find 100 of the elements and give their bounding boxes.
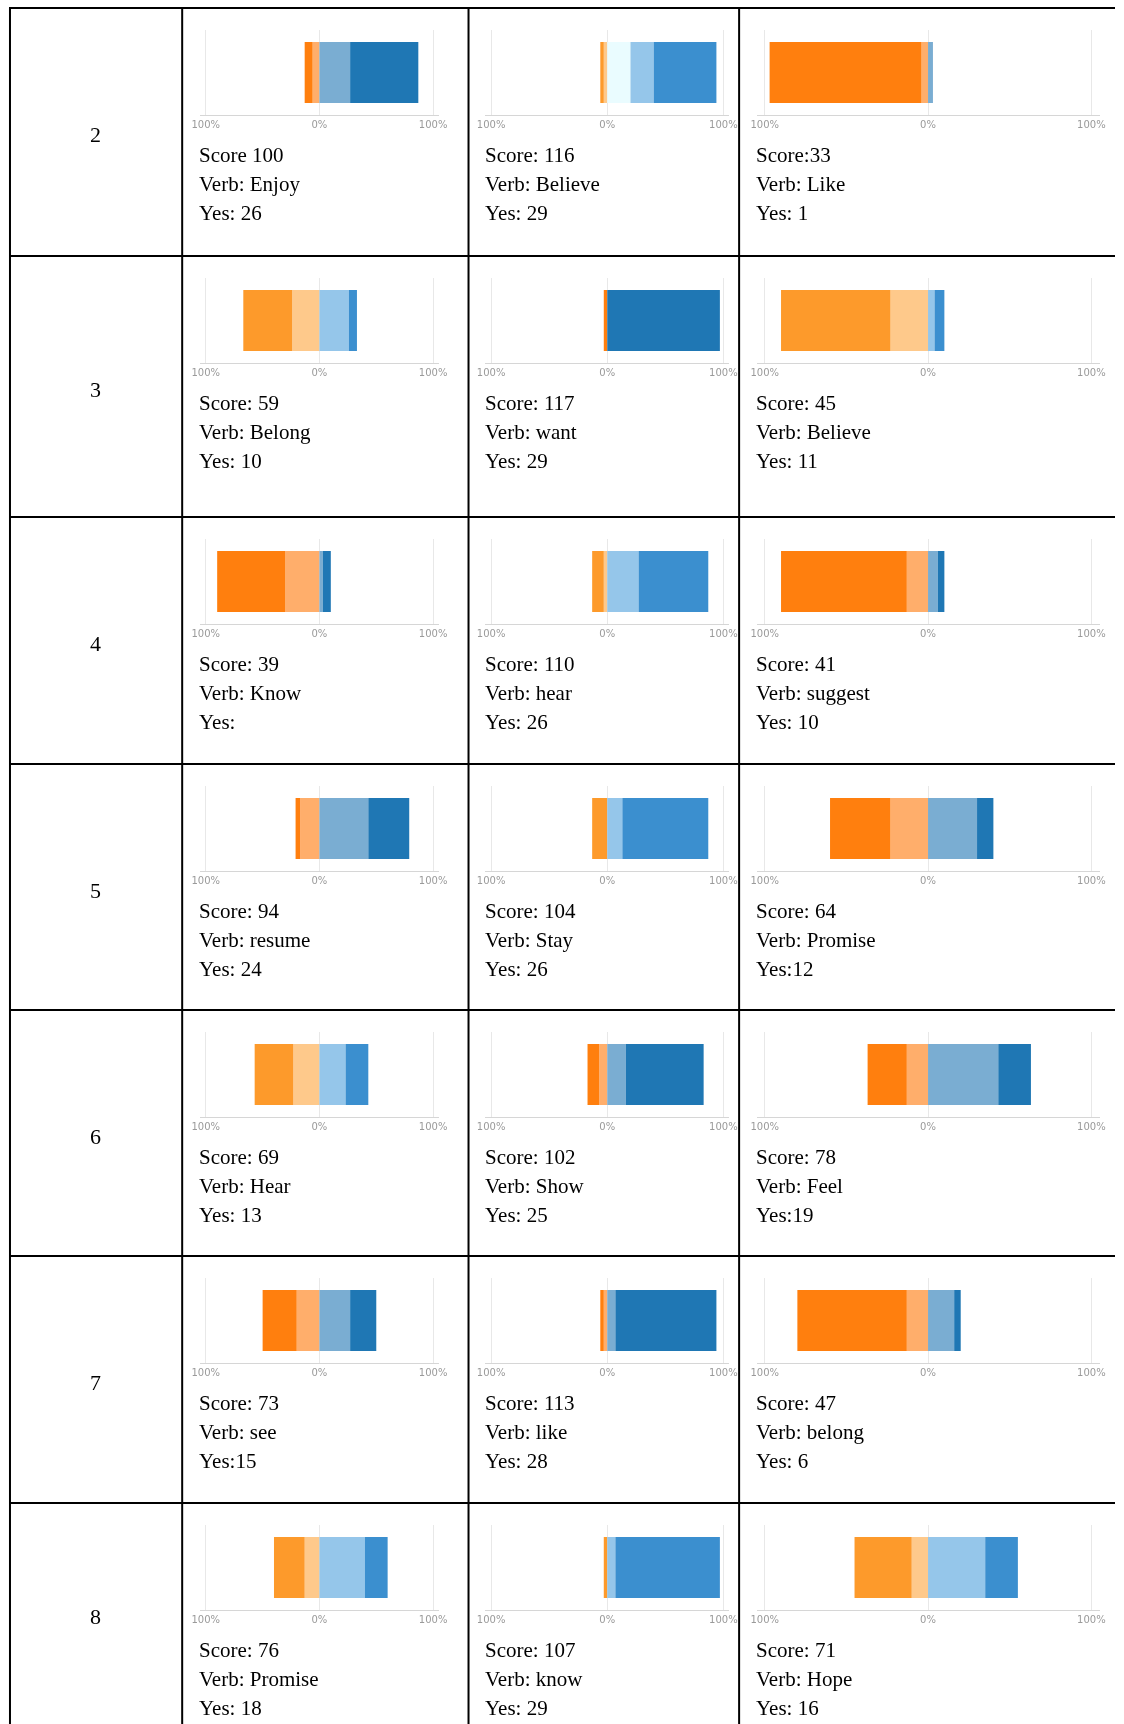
bar xyxy=(345,1043,369,1106)
text: Score: 47 xyxy=(756,1391,836,1415)
x-tick-label: 100% xyxy=(1077,119,1106,130)
bar xyxy=(867,1043,907,1106)
bar xyxy=(769,41,922,104)
x-tick-label: 100% xyxy=(191,1614,221,1625)
text: Yes: 6 xyxy=(756,1449,809,1473)
y-axis-title: 4 xyxy=(90,631,101,656)
bar xyxy=(954,1289,961,1352)
text: Verb: Belong xyxy=(199,420,311,444)
y-axis-title: 2 xyxy=(90,122,101,147)
bar xyxy=(254,1043,294,1106)
x-tick-label: 100% xyxy=(418,119,448,130)
text: Score: 110 xyxy=(485,652,575,676)
x-tick-label: 0% xyxy=(311,1614,328,1625)
x-tick-label: 0% xyxy=(920,875,936,886)
bar xyxy=(625,1043,704,1106)
x-tick-label: 100% xyxy=(191,875,221,886)
x-tick-label: 0% xyxy=(599,875,616,886)
bar xyxy=(890,289,929,352)
text: Verb: want xyxy=(485,420,577,444)
text: Verb: resume xyxy=(199,928,311,952)
text: Score: 71 xyxy=(756,1638,836,1662)
x-tick-label: 100% xyxy=(418,367,448,378)
x-tick-label: 100% xyxy=(476,1614,506,1625)
bar xyxy=(830,797,891,860)
bar xyxy=(607,1043,626,1106)
bar xyxy=(928,1536,986,1599)
text: Verb: hear xyxy=(485,681,572,705)
text: Yes: xyxy=(199,710,236,734)
x-tick-label: 0% xyxy=(920,367,936,378)
bar xyxy=(319,41,351,104)
x-tick-label: 100% xyxy=(709,1121,738,1132)
bar xyxy=(615,1536,720,1599)
y-axis-title: 5 xyxy=(90,878,101,903)
x-tick-label: 0% xyxy=(311,875,328,886)
x-tick-label: 0% xyxy=(311,1121,328,1132)
text: Yes: 29 xyxy=(485,201,548,225)
text: Verb: Hear xyxy=(199,1174,291,1198)
bar xyxy=(368,797,410,860)
bar xyxy=(319,550,323,613)
y-axis-title: 7 xyxy=(90,1370,101,1395)
x-tick-label: 0% xyxy=(599,1121,616,1132)
text: Verb: see xyxy=(199,1420,277,1444)
text: Score: 102 xyxy=(485,1145,576,1169)
bar xyxy=(350,41,419,104)
x-tick-label: 100% xyxy=(191,1367,221,1378)
text: Score 100 xyxy=(199,143,284,167)
x-tick-label: 100% xyxy=(709,119,738,130)
text: Score: 76 xyxy=(199,1638,279,1662)
text: Verb: Hope xyxy=(756,1667,853,1691)
x-tick-label: 100% xyxy=(418,1614,448,1625)
bar xyxy=(911,1536,929,1599)
bar xyxy=(292,289,320,352)
bar xyxy=(854,1536,912,1599)
text: Yes: 18 xyxy=(199,1696,262,1720)
text: Yes: 10 xyxy=(756,710,819,734)
x-tick-label: 0% xyxy=(599,628,616,639)
bar xyxy=(906,1289,929,1352)
bar xyxy=(285,550,320,613)
x-tick-label: 100% xyxy=(476,875,506,886)
x-tick-label: 0% xyxy=(311,119,328,130)
bar xyxy=(350,1289,377,1352)
bar xyxy=(304,41,313,104)
text: Yes: 1 xyxy=(756,201,809,225)
text: Yes: 26 xyxy=(199,201,262,225)
x-tick-label: 100% xyxy=(750,367,779,378)
text: Score: 116 xyxy=(485,143,575,167)
text: Verb: belong xyxy=(756,1420,865,1444)
x-tick-label: 100% xyxy=(418,875,448,886)
x-tick-label: 0% xyxy=(920,1121,936,1132)
bar xyxy=(977,797,994,860)
x-tick-label: 100% xyxy=(750,1614,779,1625)
text: Yes: 16 xyxy=(756,1696,819,1720)
bar xyxy=(319,797,369,860)
x-tick-label: 100% xyxy=(709,1367,738,1378)
bar xyxy=(781,289,891,352)
bar xyxy=(928,797,978,860)
text: Yes: 29 xyxy=(485,449,548,473)
bar xyxy=(348,289,357,352)
x-tick-label: 100% xyxy=(191,1121,221,1132)
text: Yes:15 xyxy=(199,1449,257,1473)
bar xyxy=(622,797,709,860)
text: Verb: Promise xyxy=(199,1667,319,1691)
bar xyxy=(304,1536,320,1599)
x-tick-label: 100% xyxy=(418,1367,448,1378)
bar xyxy=(934,289,945,352)
bar xyxy=(630,41,654,104)
x-tick-label: 100% xyxy=(750,1367,779,1378)
bar xyxy=(998,1043,1031,1106)
text: Yes: 26 xyxy=(485,710,548,734)
bar xyxy=(937,550,945,613)
bar xyxy=(653,41,717,104)
bar xyxy=(364,1536,388,1599)
x-tick-label: 100% xyxy=(1077,1367,1106,1378)
bar xyxy=(607,1289,616,1352)
x-tick-label: 100% xyxy=(709,367,738,378)
x-tick-label: 100% xyxy=(418,628,448,639)
bar xyxy=(607,797,623,860)
bar xyxy=(592,550,604,613)
